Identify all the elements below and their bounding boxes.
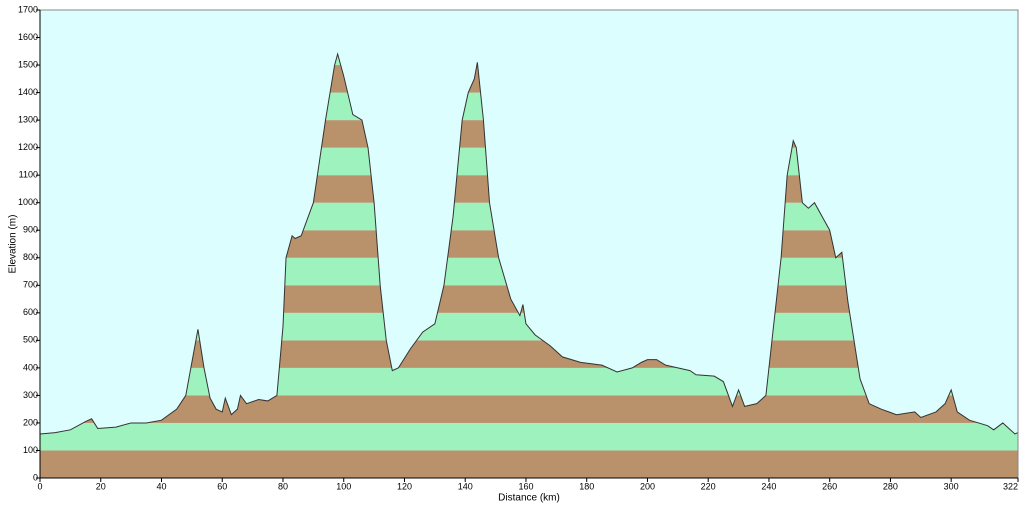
y-tick-label: 700 [23, 280, 38, 290]
y-tick-label: 1200 [18, 142, 38, 152]
y-tick-label: 1600 [18, 32, 38, 42]
x-tick-label: 0 [37, 481, 42, 491]
x-tick-label: 300 [944, 481, 959, 491]
x-tick-label: 280 [883, 481, 898, 491]
x-tick-label: 240 [761, 481, 776, 491]
elevation-line [39, 52, 1019, 435]
x-tick-label: 260 [822, 481, 837, 491]
y-tick-label: 300 [23, 390, 38, 400]
y-tick-label: 1500 [18, 59, 38, 69]
y-tick-label: 0 [33, 472, 38, 482]
y-tick-label: 1000 [18, 197, 38, 207]
y-tick-label: 500 [23, 335, 38, 345]
y-tick-label: 600 [23, 307, 38, 317]
x-tick-label: 40 [156, 481, 166, 491]
x-tick-label: 140 [458, 481, 473, 491]
y-tick-label: 200 [23, 417, 38, 427]
elevation-band [40, 422, 1018, 451]
x-tick-label: 100 [336, 481, 351, 491]
elevation-band [40, 367, 1018, 396]
y-tick-label: 100 [23, 445, 38, 455]
y-axis-label: Elevation (m) [8, 215, 19, 274]
x-tick-label: 20 [96, 481, 106, 491]
elevation-band [40, 450, 1018, 478]
x-tick-label: 180 [579, 481, 594, 491]
y-tick-label: 800 [23, 252, 38, 262]
y-tick-label: 1100 [19, 170, 38, 180]
x-tick-label: 200 [640, 481, 655, 491]
y-tick-label: 1300 [18, 114, 38, 124]
x-tick-label: 322 [1003, 481, 1018, 491]
y-tick-label: 400 [23, 362, 38, 372]
x-tick-label: 80 [278, 481, 288, 491]
x-tick-label: 120 [397, 481, 412, 491]
x-axis-label: Distance (km) [498, 493, 560, 504]
elevation-band [40, 395, 1018, 423]
y-tick-label: 1400 [18, 87, 38, 97]
y-tick-label: 1700 [18, 4, 38, 14]
x-tick-label: 60 [217, 481, 227, 491]
y-tick-label: 900 [23, 225, 38, 235]
x-tick-label: 220 [701, 481, 716, 491]
x-tick-label: 160 [518, 481, 533, 491]
